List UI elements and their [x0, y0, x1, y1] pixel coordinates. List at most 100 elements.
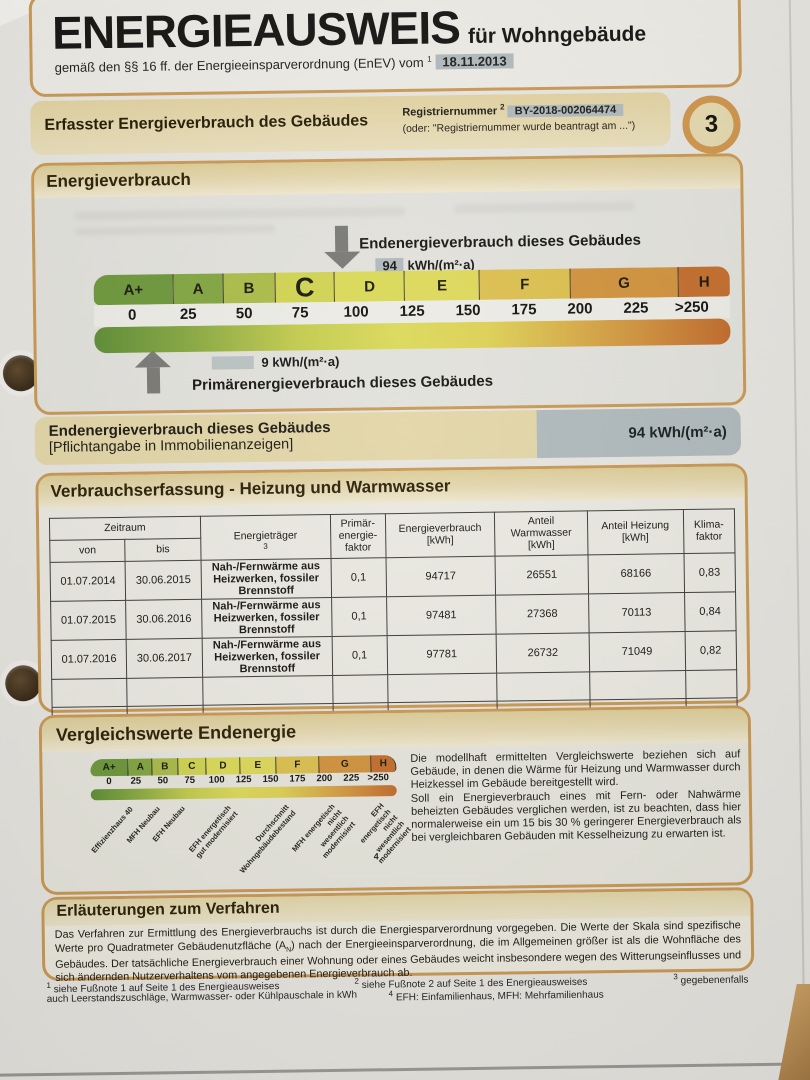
prim-pointer	[134, 350, 172, 394]
procedure-box-title: Erläuterungen zum Verfahren	[56, 899, 280, 920]
cell-bis: 30.06.2015	[125, 559, 202, 600]
scale-tick-label: 150	[455, 301, 481, 320]
comparison-tick-label: 50	[157, 775, 169, 787]
document-title: ENERGIEAUSWEIS	[51, 1, 461, 59]
bleed-through-ghost	[454, 201, 635, 214]
scale-tick-label: 50	[235, 305, 253, 323]
comparison-labels: Effizienzhaus 40 MFH Neubau EFH Neubau EFH …	[89, 799, 412, 887]
registry-label: Registriernummer	[402, 105, 498, 119]
cell-warmwasser: 26732	[496, 632, 590, 673]
paper-bottom-edge	[0, 1062, 810, 1077]
comparison-tick-label: 150	[262, 773, 279, 785]
comparison-class-cell: G	[319, 755, 372, 774]
col-energieverbrauch: Energieverbrauch [kWh]	[385, 512, 496, 558]
cell-energietraeger: Nah-/Fernwärme aus Heizwerken, fossiler …	[201, 596, 332, 638]
scale-class-cell: H	[678, 266, 730, 298]
cell-heizung: 68166	[587, 553, 685, 594]
scale-class-cell: A+	[93, 274, 175, 306]
energy-box-header: Energieverbrauch	[34, 156, 741, 199]
registry-number: BY-2018-002064474	[507, 103, 624, 118]
col-energietraeger: Energieträger 3	[200, 514, 331, 560]
energietraeger-footnote-marker: 3	[263, 541, 268, 551]
redaction-chip	[211, 356, 254, 370]
cell-klima: 0,82	[684, 630, 737, 671]
cell-warmwasser: 27368	[495, 593, 589, 634]
comparison-class-cell: F	[276, 756, 320, 774]
cell-energietraeger: Nah-/Fernwärme aus Heizwerken, fossiler …	[201, 635, 333, 677]
scale-tick-label: 100	[343, 303, 369, 321]
cell-pef: 0,1	[330, 557, 387, 597]
comparison-scale: A+ A B C D E F G H 0 25 50 75 100 125 150 175 200 225 >250	[90, 755, 397, 801]
col-anteil-heizung: Anteil Heizung [kWh]	[587, 509, 684, 555]
comparison-paragraph-2: Soll ein Energieverbrauch eines mit Fern…	[410, 787, 742, 844]
consumption-table-box: Verbrauchserfassung - Heizung und Warmwa…	[35, 463, 751, 735]
comparison-footnote-marker: 4	[373, 851, 379, 862]
document-subtitle: für Wohngebäude	[467, 22, 647, 49]
comparison-explanation: Die modellhaft ermittelten Vergleichswer…	[410, 748, 741, 845]
comparison-label: EFH energetisch nicht wesentlich moderni…	[357, 801, 413, 866]
cell-von: 01.07.2016	[51, 638, 128, 679]
comparison-box-title: Vergleichswerte Endenergie	[55, 721, 297, 745]
prim-energy-value-line: 9 kWh/(m²·a)	[211, 353, 340, 371]
cell-verbrauch: 94717	[385, 555, 496, 597]
procedure-notes-box: Erläuterungen zum Verfahren Das Verfahre…	[41, 887, 755, 984]
bleed-through-ghost	[74, 206, 405, 221]
scale-class-cell: F	[479, 268, 571, 300]
comparison-class-cell: D	[206, 757, 241, 775]
title-box: ENERGIEAUSWEIS für Wohngebäude gemäß den …	[28, 0, 742, 98]
end-pointer	[323, 225, 361, 270]
cell-klima: 0,84	[684, 591, 737, 632]
col-anteil-warmwasser: Anteil Warmwasser [kWh]	[494, 510, 588, 556]
cell-von: 01.07.2015	[50, 599, 127, 640]
cell-energietraeger: Nah-/Fernwärme aus Heizwerken, fossiler …	[200, 557, 332, 599]
prim-energy-unit: kWh/(m²·a)	[272, 353, 340, 370]
mandatory-value: 94	[628, 424, 646, 442]
comparison-class-cell: H	[371, 755, 397, 773]
comparison-class-cell: A+	[90, 758, 129, 777]
scale-class-cell: D	[334, 270, 406, 302]
comparison-label: Durchschnitt Wohngebäudebestand	[237, 802, 298, 875]
scale-tick-label: 75	[291, 304, 309, 322]
comparison-class-cell: B	[152, 758, 179, 776]
prim-energy-label: Primärenergieverbrauch dieses Gebäudes	[191, 372, 494, 394]
col-von: von	[49, 539, 126, 562]
comparison-tick-label: 175	[289, 773, 306, 785]
cell-verbrauch: 97781	[386, 633, 497, 675]
table-box-header: Verbrauchserfassung - Heizung und Warmwa…	[38, 466, 745, 509]
hole-punch	[4, 665, 42, 702]
comparison-class-cell: A	[128, 758, 153, 776]
mandatory-line2: [Pflichtangabe in Immobilienanzeigen]	[48, 436, 294, 456]
comparison-box-header: Vergleichswerte Endenergie	[41, 708, 749, 753]
section-title: Erfasster Energieverbrauch des Gebäudes	[44, 112, 369, 134]
cell-pef: 0,1	[331, 635, 388, 675]
cell-verbrauch: 97481	[386, 594, 497, 636]
page-number-badge: 3	[682, 95, 741, 155]
down-arrow-icon	[323, 251, 361, 270]
comparison-tick-label: 200	[316, 772, 333, 785]
registry-footnote-marker: 2	[500, 102, 505, 112]
comparison-tick-label: >250	[367, 772, 390, 784]
registry-alt-text: (oder: "Registriernummer wurde beantragt…	[402, 119, 636, 135]
comparison-tick-label: 225	[343, 772, 360, 784]
col-energietraeger-label: Energieträger	[233, 529, 298, 543]
enev-date: 18.11.2013	[435, 53, 514, 70]
scale-tick-label: 225	[623, 299, 649, 317]
comparison-tick-label: 25	[130, 775, 142, 787]
cell-warmwasser: 26551	[495, 554, 589, 595]
col-primaerenergiefaktor: Primär- energie- faktor	[330, 513, 386, 558]
cell-heizung: 70113	[588, 592, 685, 633]
comparison-values-box: Vergleichswerte Endenergie A+ A B C D E F G H 0 2…	[38, 705, 754, 896]
up-arrow-icon	[134, 350, 172, 368]
law-footnote-marker: 1	[427, 54, 432, 64]
scale-class-cell: B	[223, 272, 276, 304]
col-klimafaktor: Klima- faktor	[682, 508, 735, 554]
cell-heizung: 71049	[588, 631, 686, 672]
consumption-table: Zeitraum Energieträger 3 Primär- energie…	[49, 508, 738, 735]
cell-bis: 30.06.2016	[125, 598, 202, 639]
scale-class-cell: G	[570, 267, 679, 299]
up-arrow-icon	[146, 367, 161, 394]
scale-class-cell: E	[404, 269, 481, 301]
registry-block: Registriernummer 2 BY-2018-002064474 (od…	[402, 101, 635, 135]
